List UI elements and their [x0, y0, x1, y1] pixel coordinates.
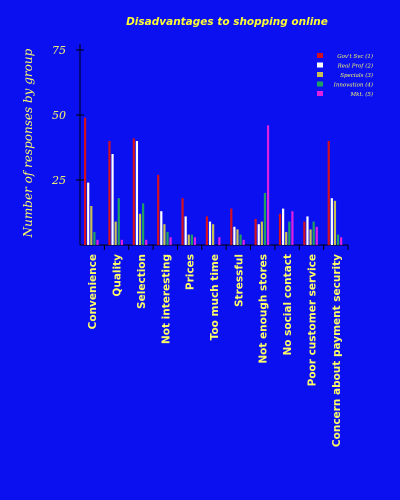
- bar: [166, 232, 169, 245]
- bar: [333, 200, 337, 245]
- x-tick-label: Poor customer service: [306, 254, 318, 386]
- bar: [285, 232, 288, 245]
- bar: [205, 216, 209, 245]
- bar: [312, 221, 315, 245]
- bars: [84, 117, 343, 245]
- bar: [266, 125, 270, 245]
- bar: [120, 239, 123, 245]
- bar: [90, 206, 93, 245]
- y-tick-label: 75: [52, 44, 66, 57]
- bar: [327, 141, 330, 245]
- bar: [340, 237, 343, 245]
- bar: [254, 219, 257, 245]
- y-tick-label: 50: [52, 109, 66, 122]
- chart-title: Disadvantages to shopping online: [126, 16, 328, 28]
- legend-label: Real Prof (2): [337, 63, 373, 70]
- bar: [303, 221, 306, 245]
- bar: [306, 216, 309, 245]
- bar: [263, 193, 267, 245]
- y-axis-label: Number of responses by group: [21, 48, 35, 238]
- legend-swatch: [317, 81, 323, 87]
- bar: [184, 216, 187, 245]
- bar: [138, 213, 142, 245]
- bar: [288, 221, 291, 245]
- bar: [309, 229, 312, 245]
- bar: [93, 232, 96, 245]
- bar: [163, 224, 166, 245]
- bar: [278, 213, 282, 245]
- bar: [257, 224, 260, 245]
- legend-label: Mkt. (5): [350, 91, 373, 98]
- x-tick-label: Concern about payment security: [331, 254, 343, 447]
- tick-labels: 25 50 75 Convenience Quality Selection Not int…: [51, 44, 343, 447]
- bar: [230, 208, 233, 245]
- bar: [218, 237, 221, 245]
- x-tick-label: Convenience: [87, 254, 99, 329]
- bar: [108, 141, 111, 245]
- bar: [132, 138, 135, 245]
- bar: [282, 208, 285, 245]
- bar: [233, 226, 236, 245]
- x-tick-label: No social contact: [282, 254, 294, 356]
- bar: [142, 203, 145, 245]
- y-tick-label: 25: [51, 174, 66, 187]
- legend-label: Specials (3): [340, 72, 373, 79]
- legend-label: Gov't Svc (1): [337, 53, 373, 60]
- bar: [260, 221, 263, 245]
- bar: [336, 234, 340, 245]
- legend: Gov't Svc (1) Real Prof (2) Specials (3) In…: [317, 53, 373, 98]
- x-tick-label: Stressful: [233, 254, 245, 307]
- bar: [111, 154, 114, 245]
- x-tick-label: Not interesting: [160, 254, 172, 344]
- bar: [84, 117, 87, 245]
- bar: [135, 141, 139, 245]
- bar: [87, 182, 90, 245]
- bar: [96, 239, 99, 245]
- legend-swatch: [317, 53, 323, 58]
- bar: [291, 211, 294, 245]
- x-tick-label: Not enough stores: [258, 254, 270, 364]
- bar: [239, 234, 242, 245]
- x-tick-label: Selection: [136, 254, 148, 309]
- x-tick-label: Too much time: [209, 254, 221, 340]
- bar: [315, 226, 318, 245]
- legend-swatch: [317, 91, 323, 96]
- bar: [330, 198, 333, 245]
- bar: [242, 239, 245, 245]
- bar: [190, 234, 193, 245]
- legend-swatch: [317, 62, 323, 68]
- bar: [181, 198, 184, 245]
- legend-swatch: [317, 72, 323, 77]
- bar: [117, 198, 120, 245]
- bar: [114, 221, 117, 245]
- bar: [187, 234, 190, 245]
- bar: [160, 211, 163, 245]
- x-tick-label: Prices: [185, 254, 197, 290]
- bar: [236, 229, 239, 245]
- bar: [212, 224, 215, 245]
- legend-label: Innovation (4): [333, 82, 373, 89]
- bar: [169, 237, 172, 245]
- bar: [193, 237, 197, 245]
- bar: [157, 174, 160, 245]
- bar: [145, 239, 148, 245]
- x-tick-label: Quality: [112, 254, 124, 297]
- bar: [208, 221, 212, 245]
